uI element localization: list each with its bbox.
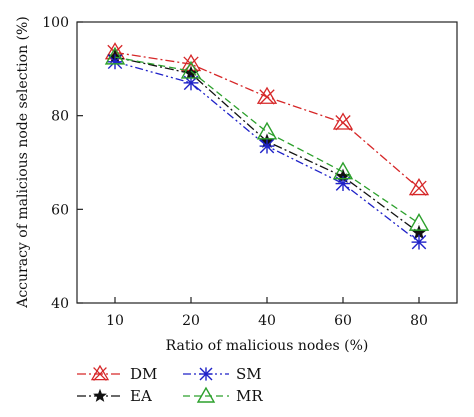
data-point-mr-80 [408, 212, 430, 231]
data-point-dm-80 [408, 177, 430, 196]
series-line-mr [114, 56, 420, 224]
data-point-dm-40 [256, 86, 278, 105]
series-line-ea [114, 56, 420, 234]
y-axis-label: Accuracy of malicious node selection (%) [15, 16, 31, 309]
data-point-mr-60 [332, 161, 354, 180]
x-tick-label: 80 [410, 313, 428, 329]
data-point-mr-10 [104, 46, 126, 65]
legend-item-ea: EA [77, 387, 152, 405]
legend-label: EA [130, 387, 152, 405]
data-point-sm-40 [259, 138, 275, 154]
y-tick-label: 60 [51, 202, 69, 218]
legend-item-mr: MR [183, 386, 263, 405]
x-tick-label: 20 [182, 313, 200, 329]
legend-marker [93, 388, 107, 402]
legend-item-dm: DM [77, 364, 157, 383]
series-layer [104, 42, 430, 250]
y-axis: 40 60 80 100 [42, 15, 83, 312]
data-point-dm-60 [332, 112, 354, 131]
y-tick-label: 100 [42, 15, 69, 31]
series-line-dm [114, 51, 420, 189]
y-tick-label: 80 [51, 109, 69, 125]
data-point-mr-40 [256, 121, 278, 140]
legend-marker [199, 367, 213, 381]
series-dm [104, 42, 430, 196]
series-mr [104, 46, 430, 231]
y-tick-label: 40 [51, 296, 69, 312]
legend-marker [90, 364, 110, 381]
series-sm [107, 54, 427, 250]
legend-item-sm: SM [183, 365, 262, 383]
legend-marker [196, 386, 216, 403]
series-line-sm [114, 61, 420, 243]
legend-label: SM [236, 365, 262, 383]
plot-frame [76, 21, 458, 304]
data-point-mr-20 [180, 60, 202, 79]
data-point-sm-80 [411, 234, 427, 250]
x-axis: 10 20 40 60 80 [106, 297, 428, 329]
x-tick-label: 40 [258, 313, 276, 329]
x-tick-label: 10 [106, 313, 124, 329]
legend: DM EA SM MR [77, 364, 263, 405]
x-axis-label: Ratio of malicious nodes (%) [166, 338, 369, 354]
x-tick-label: 60 [334, 313, 352, 329]
legend-label: DM [130, 365, 157, 383]
legend-label: MR [236, 387, 263, 405]
